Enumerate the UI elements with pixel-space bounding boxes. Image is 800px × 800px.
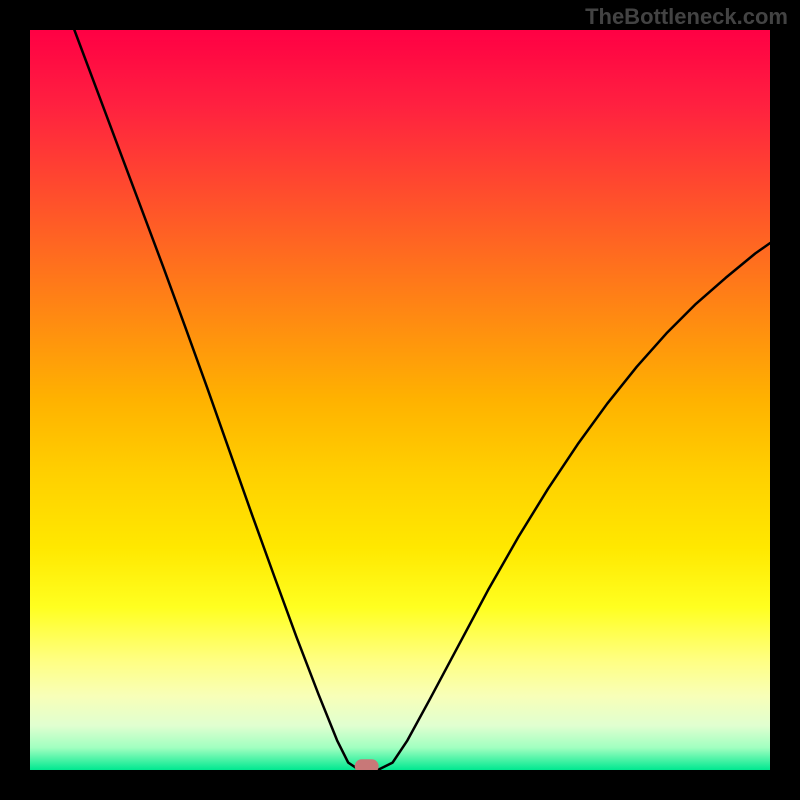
chart-container: TheBottleneck.com: [0, 0, 800, 800]
chart-svg: [30, 30, 770, 770]
watermark-text: TheBottleneck.com: [585, 4, 788, 30]
plot-area: [30, 30, 770, 770]
min-marker: [355, 759, 379, 770]
gradient-background: [30, 30, 770, 770]
